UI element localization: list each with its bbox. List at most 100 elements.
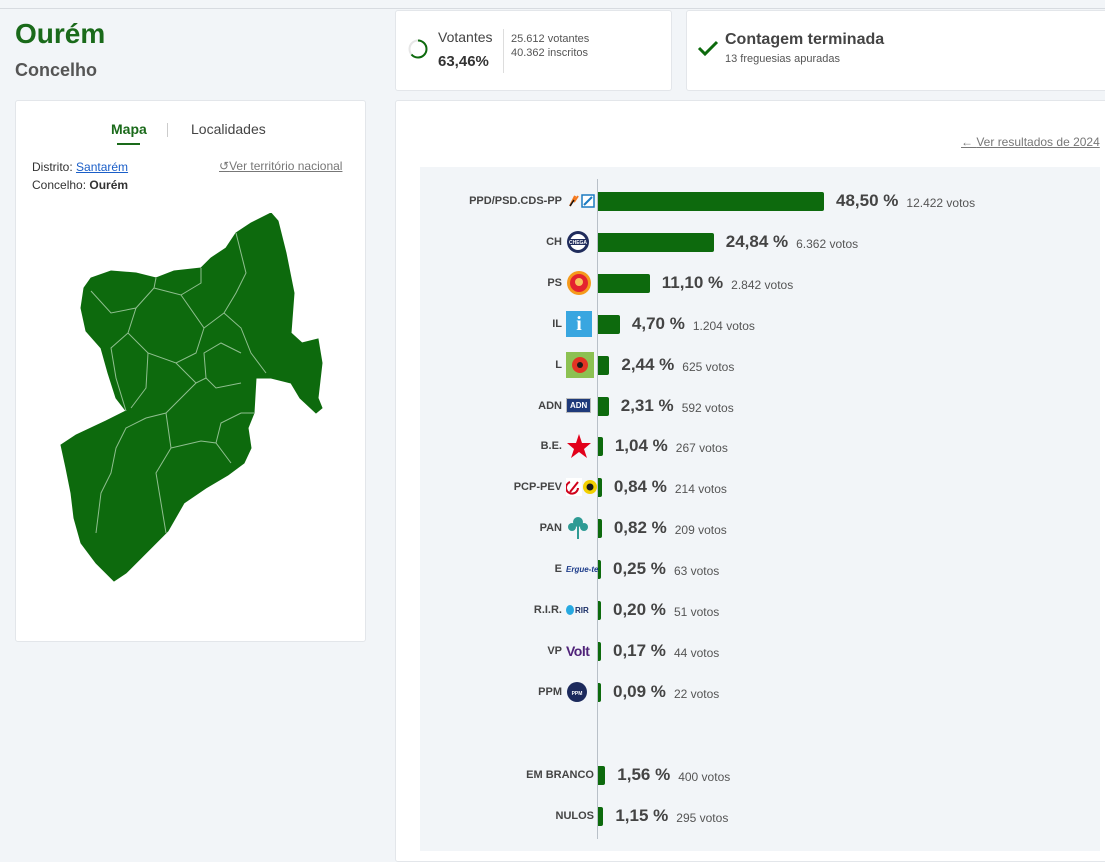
volt-logo-icon: Volt: [566, 642, 590, 659]
result-percent: 2,44 %: [621, 354, 675, 374]
result-row[interactable]: CHEGA CH 24,84 % 6.362 votos: [396, 227, 1096, 257]
result-bar: [598, 560, 601, 580]
result-bar: [598, 806, 604, 826]
result-row[interactable]: ADN ADN 2,31 % 592 votos: [396, 391, 1096, 421]
votantes-label: Votantes: [438, 29, 493, 45]
result-percent: 11,10 %: [661, 272, 724, 292]
result-row[interactable]: Volt VP 0,17 % 44 votos: [396, 636, 1096, 666]
livre-poppy-logo-icon: [566, 351, 594, 378]
result-bar: [598, 601, 601, 620]
breadcrumb-concelho: Concelho: Ourém: [32, 178, 128, 192]
result-percent: 0,82 %: [613, 518, 667, 538]
result-row[interactable]: Ergue-te E 0,25 % 63 votos: [396, 554, 1096, 584]
psd-cds-logo-icon: [566, 189, 596, 213]
result-row[interactable]: L 2,44 % 625 votos: [396, 350, 1096, 380]
ver-resultados-2024-link[interactable]: ← Ver resultados de 2024: [961, 135, 1100, 149]
result-bar: [598, 396, 609, 416]
concelho-map: [60, 213, 323, 582]
parish-borders: [90, 232, 267, 534]
result-votes: 625 votos: [682, 359, 735, 374]
party-name: ADN: [538, 399, 562, 412]
ergue-te-logo-icon: Ergue-te: [566, 564, 599, 574]
contagem-card: Contagem terminada 13 freguesias apurada…: [686, 10, 1105, 91]
result-votes: 12.422 votos: [906, 196, 976, 210]
party-name: IL: [552, 317, 562, 330]
result-votes: 400 votos: [678, 770, 731, 784]
result-votes: 2.842 votos: [731, 277, 794, 292]
result-bar: [598, 682, 601, 702]
chart-axis-line: [597, 179, 598, 839]
be-star-logo-icon: [566, 434, 592, 459]
party-name: PAN: [539, 522, 562, 535]
result-percent: 1,56 %: [617, 765, 671, 784]
party-name: PPD/PSD.CDS-PP: [469, 195, 562, 207]
ver-territorio-nacional-link[interactable]: ↺Ver território nacional: [219, 159, 343, 173]
arrow-left-icon: ←: [961, 135, 977, 149]
result-percent: 0,09 %: [613, 681, 666, 701]
result-percent: 0,20 %: [613, 600, 666, 619]
map-card: Mapa Localidades Distrito: Santarém Conc…: [15, 100, 366, 642]
result-row[interactable]: EM BRANCO 1,56 % 400 votos: [396, 760, 1096, 790]
result-votes: 51 votos: [673, 605, 720, 619]
result-percent: 0,17 %: [613, 640, 666, 660]
result-percent: 48,50 %: [836, 191, 899, 210]
result-row[interactable]: PPM PPM 0,09 % 22 votos: [396, 677, 1096, 707]
result-percent: 0,84 %: [613, 477, 667, 497]
result-row[interactable]: PCP-PEV 0,84 % 214 votos: [396, 472, 1096, 502]
svg-text:CHEGA: CHEGA: [569, 240, 587, 246]
results-chart: [420, 167, 1100, 851]
party-name: VP: [547, 644, 562, 657]
distrito-link[interactable]: Santarém: [76, 160, 129, 174]
turnout-ring-icon: [408, 39, 428, 59]
result-row[interactable]: NULOS 1,15 % 295 votos: [396, 801, 1096, 831]
distrito-label: Distrito:: [32, 160, 73, 174]
party-name: EM BRANCO: [526, 769, 594, 781]
result-bar: [598, 192, 824, 211]
result-percent: 24,84 %: [725, 231, 789, 251]
result-bar: [598, 766, 606, 785]
top-divider: [0, 8, 1105, 9]
adn-logo-icon: ADN: [566, 394, 592, 418]
party-name: PCP-PEV: [513, 481, 562, 494]
votantes-percent: 63,46%: [438, 53, 489, 70]
party-name: E: [554, 563, 562, 576]
cdu-logo-icon: [566, 475, 598, 499]
result-bar: [598, 641, 601, 661]
result-percent: 4,70 %: [631, 313, 685, 333]
result-row[interactable]: PPD/PSD.CDS-PP 48,50 % 12.422 votos: [396, 186, 1096, 216]
undo-icon: ↺: [219, 159, 230, 173]
concelho-label: Concelho:: [32, 178, 87, 192]
svg-text:PPM: PPM: [572, 691, 583, 697]
votantes-count: 25.612 votantes: [511, 33, 590, 45]
result-votes: 267 votos: [675, 441, 728, 456]
ppm-logo-icon: PPM: [566, 680, 588, 704]
page-subtitle: Concelho: [15, 60, 98, 80]
pan-tree-logo-icon: [566, 516, 590, 540]
result-percent: 2,31 %: [620, 395, 674, 415]
page-title: Ourém: [15, 18, 106, 49]
concelho-shape[interactable]: [60, 213, 323, 582]
party-name: R.I.R.: [533, 604, 562, 616]
votantes-divider: [503, 29, 504, 73]
result-bar: [598, 232, 714, 252]
result-row[interactable]: PS 11,10 % 2.842 votos: [396, 268, 1096, 298]
party-name: B.E.: [540, 440, 562, 453]
tab-active-underline: [117, 143, 140, 145]
tab-mapa[interactable]: Mapa: [111, 121, 147, 137]
checkmark-icon: [697, 40, 719, 57]
votantes-card: Votantes 63,46% 25.612 votantes 40.362 i…: [395, 10, 672, 91]
result-row[interactable]: B.E. 1,04 % 267 votos: [396, 431, 1096, 461]
result-bar: [598, 273, 650, 293]
result-bar: [598, 314, 620, 334]
rir-logo-icon: RIR: [566, 598, 589, 622]
result-row[interactable]: i IL 4,70 % 1.204 votos: [396, 309, 1096, 339]
result-row[interactable]: PAN 0,82 % 209 votos: [396, 513, 1096, 543]
breadcrumb-distrito: Distrito: Santarém: [32, 160, 128, 174]
result-votes: 214 votos: [674, 482, 727, 497]
result-votes: 63 votos: [673, 564, 720, 579]
result-percent: 1,04 %: [614, 436, 668, 456]
result-votes: 1.204 votos: [692, 318, 755, 333]
tab-localidades[interactable]: Localidades: [191, 121, 266, 137]
result-bar: [598, 478, 602, 498]
result-row[interactable]: RIR R.I.R. 0,20 % 51 votos: [396, 595, 1096, 625]
